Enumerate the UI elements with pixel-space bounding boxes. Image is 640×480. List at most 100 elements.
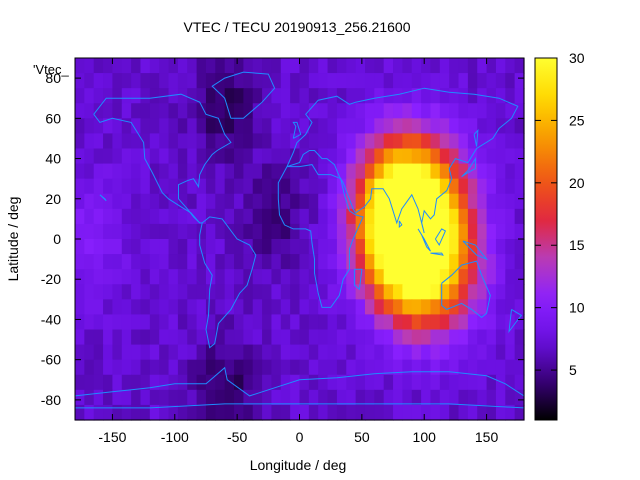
heatmap-cell [346, 314, 357, 331]
x-tick-label: -50 [227, 429, 247, 445]
coastlines [74, 71, 525, 409]
heatmap-cell [187, 239, 198, 255]
heatmap-cell [187, 359, 198, 376]
heatmap-cell [318, 58, 329, 74]
heatmap-cell [327, 223, 338, 240]
heatmap-cell [103, 284, 114, 300]
heatmap-cell [234, 314, 244, 331]
heatmap-cell [299, 223, 310, 240]
heatmap-cell [271, 163, 282, 180]
heatmap-cell [411, 239, 422, 255]
heatmap-cell [383, 223, 394, 240]
heatmap-cell [196, 239, 207, 255]
heatmap-cell [336, 118, 347, 135]
heatmap-cell [486, 103, 497, 119]
heatmap-cell [505, 178, 516, 195]
heatmap-cell [187, 88, 198, 104]
heatmap-cell [402, 223, 413, 240]
heatmap-cell [364, 269, 375, 285]
heatmap-cell [103, 193, 114, 210]
heatmap-cell [196, 148, 207, 165]
heatmap-cell [177, 404, 188, 421]
heatmap-cell [514, 299, 525, 316]
heatmap-cell [103, 163, 114, 180]
heatmap-cell [224, 163, 235, 180]
heatmap-cell [280, 73, 291, 89]
heatmap-cell [121, 284, 132, 300]
heatmap-cell [449, 314, 460, 331]
heatmap-cell [215, 58, 226, 74]
heatmap-cell [177, 269, 188, 285]
heatmap-cell [252, 269, 263, 285]
heatmap-cell [112, 223, 123, 240]
heatmap-cell [308, 269, 319, 285]
heatmap-cell [262, 284, 273, 300]
heatmap-cell [402, 208, 413, 225]
heatmap-cell [149, 269, 160, 285]
heatmap-cell [467, 208, 478, 225]
x-tick-label: 0 [296, 429, 304, 445]
heatmap-cell [215, 133, 226, 150]
heatmap-cell [458, 374, 469, 391]
heatmap-cell [458, 344, 469, 361]
heatmap-cell [112, 148, 123, 165]
x-tick-label: -150 [98, 429, 126, 445]
heatmap-cell [346, 239, 357, 255]
heatmap-cell [84, 103, 95, 119]
coastline-path [473, 129, 479, 147]
heatmap-cell [140, 73, 151, 89]
heatmap-cell [205, 254, 216, 270]
heatmap-cell [243, 133, 254, 150]
heatmap-cell [327, 148, 338, 165]
heatmap-cell [187, 299, 198, 316]
heatmap-cell [318, 239, 329, 255]
heatmap-cell [140, 254, 151, 270]
heatmap-cell [159, 103, 170, 119]
heatmap-cell [421, 223, 432, 240]
heatmap-cell [439, 133, 450, 150]
heatmap-cell [75, 269, 85, 285]
heatmap-cell [168, 133, 179, 150]
heatmap-cell [430, 389, 441, 406]
heatmap-cell [364, 163, 375, 180]
heatmap-cell [318, 314, 329, 331]
heatmap-cell [411, 344, 422, 361]
heatmap-cell [430, 329, 441, 346]
heatmap-cell [196, 193, 207, 210]
heatmap-cell [75, 254, 85, 270]
heatmap-cell [149, 299, 160, 316]
heatmap-cell [121, 359, 132, 376]
heatmap-cell [234, 58, 244, 74]
heatmap-cell [140, 118, 151, 135]
heatmap-cell [374, 118, 385, 135]
heatmap-cell [421, 73, 432, 89]
heatmap-cell [327, 88, 338, 104]
heatmap-cell [168, 223, 179, 240]
heatmap-cell [495, 133, 506, 150]
heatmap-cell [318, 374, 329, 391]
heatmap-cell [477, 223, 488, 240]
heatmap-cell [402, 178, 413, 195]
heatmap-cell [346, 73, 357, 89]
heatmap-cell [477, 133, 488, 150]
heatmap-cell [224, 359, 235, 376]
heatmap-cell [224, 73, 235, 89]
heatmap-cell [439, 148, 450, 165]
heatmap-cell [84, 254, 95, 270]
heatmap-cell [243, 269, 254, 285]
heatmap-cell [159, 299, 170, 316]
heatmap-cell [346, 299, 357, 316]
heatmap-cell [252, 208, 263, 225]
heatmap-cell [131, 148, 142, 165]
heatmap-cell [430, 344, 441, 361]
heatmap-cell [439, 359, 450, 376]
heatmap-cell [430, 88, 441, 104]
heatmap-cell [346, 163, 357, 180]
heatmap-cell [308, 404, 319, 421]
heatmap-cell [439, 163, 450, 180]
heatmap-cell [346, 404, 357, 421]
heatmap-cell [439, 254, 450, 270]
heatmap-cell [187, 178, 198, 195]
heatmap-cell [393, 299, 403, 316]
heatmap-cell [495, 58, 506, 74]
